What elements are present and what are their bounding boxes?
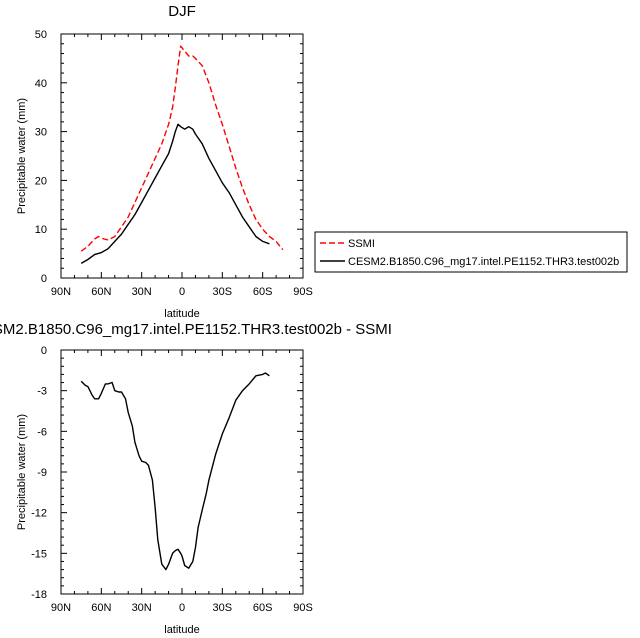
y-tick-label: 0 <box>41 273 47 285</box>
y-tick-label: -6 <box>37 426 47 438</box>
x-tick-label: 0 <box>179 286 185 298</box>
legend: SSMI CESM2.B1850.C96_mg17.intel.PE1152.T… <box>314 231 628 273</box>
x-tick-label: 60S <box>253 286 273 298</box>
legend-label-ssmi: SSMI <box>348 238 375 250</box>
x-tick-label: 30S <box>213 286 233 298</box>
x-tick-label: 60N <box>91 286 111 298</box>
series-line-ssmi <box>80 45 284 252</box>
legend-box <box>314 231 628 273</box>
panel-top: DJF 90N 60N 30N 0 30S 60S 90S 0 10 20 30 40 50 latit… <box>16 3 313 320</box>
y-tick-label: -9 <box>37 467 47 479</box>
xlabel-bottom: latitude <box>164 624 199 636</box>
x-tick-label: 60N <box>91 602 111 614</box>
y-tick-label: 40 <box>35 78 47 90</box>
y-tick-label: 20 <box>35 175 47 187</box>
x-tick-label: 90S <box>293 286 313 298</box>
series-line-cesm2-b1850-c96-mg17-intel-pe1152-thr3-test002b <box>80 123 270 265</box>
chart-title-top: DJF <box>168 3 196 20</box>
y-tick-label: 10 <box>35 224 47 236</box>
y-tick-label: 50 <box>35 29 47 41</box>
series-line-difference <box>80 372 270 571</box>
ylabel-top: Precipitable water (mm) <box>16 98 28 214</box>
x-tick-label: 60S <box>253 602 273 614</box>
xlabel-top: latitude <box>164 308 199 320</box>
legend-label-cesm2: CESM2.B1850.C96_mg17.intel.PE1152.THR3.t… <box>348 256 619 268</box>
y-tick-label: -3 <box>37 386 47 398</box>
x-tick-label: 30N <box>132 602 152 614</box>
chart-title-bottom: CESM2.B1850.C96_mg17.intel.PE1152.THR3.t… <box>0 321 392 338</box>
y-tick-label: 30 <box>35 127 47 139</box>
x-tick-label: 0 <box>179 602 185 614</box>
x-tick-label: 90S <box>293 602 313 614</box>
y-tick-label: -15 <box>31 548 47 560</box>
plot-frame <box>60 33 304 279</box>
x-tick-label: 90N <box>51 602 71 614</box>
y-tick-label: 0 <box>41 345 47 357</box>
y-tick-label: -18 <box>31 589 47 601</box>
plot-area-bottom: 90N 60N 30N 0 30S 60S 90S 0 -3 -6 -9 -12 -15 -18 <box>31 345 313 614</box>
panel-bottom: CESM2.B1850.C96_mg17.intel.PE1152.THR3.t… <box>0 321 392 636</box>
ylabel-bottom: Precipitable water (mm) <box>16 414 28 530</box>
y-tick-label: -12 <box>31 508 47 520</box>
x-tick-label: 30S <box>213 602 233 614</box>
x-tick-label: 30N <box>132 286 152 298</box>
x-tick-label: 90N <box>51 286 71 298</box>
plot-area-top: 90N 60N 30N 0 30S 60S 90S 0 10 20 30 40 50 <box>35 29 313 298</box>
